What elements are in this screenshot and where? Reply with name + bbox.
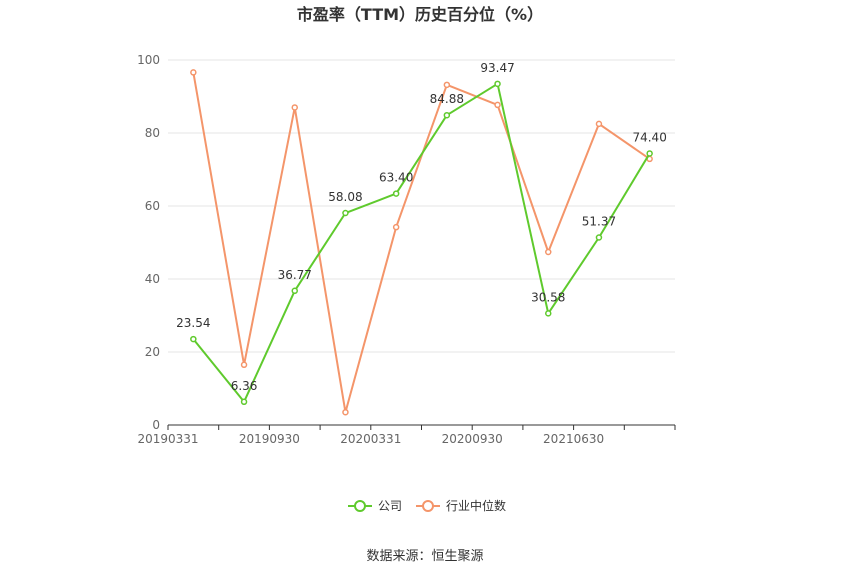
x-tick-label: 20210630 xyxy=(543,432,604,446)
data-label: 23.54 xyxy=(176,316,210,330)
x-tick-label: 20200930 xyxy=(442,432,503,446)
data-point xyxy=(545,310,552,317)
data-point xyxy=(190,335,197,343)
data-point xyxy=(646,150,653,157)
data-point xyxy=(595,234,603,241)
x-tick-label: 20200331 xyxy=(340,432,401,446)
data-point xyxy=(291,104,298,111)
data-point xyxy=(443,81,451,89)
grid xyxy=(168,59,675,353)
y-tick-label: 0 xyxy=(152,418,160,432)
x-tick-label: 20190930 xyxy=(239,432,300,446)
series-line-company xyxy=(192,82,651,403)
y-tick-label: 100 xyxy=(137,53,160,67)
legend-swatch-marker xyxy=(422,500,434,512)
data-point xyxy=(291,287,298,295)
y-tick-label: 20 xyxy=(145,345,160,359)
series xyxy=(190,69,653,416)
axes: 0 20 40 60 80 100 20190331 20190930 20200331 2020… xyxy=(137,53,676,446)
data-labels: 23.54 6.36 36.77 58.08 63.40 84.88 93.47 30.58 5… xyxy=(176,61,667,393)
legend-label: 行业中位数 xyxy=(446,498,506,513)
data-point xyxy=(545,248,552,256)
data-label: 58.08 xyxy=(328,190,362,204)
legend: 公司 行业中位数 xyxy=(348,498,506,513)
data-point xyxy=(392,190,400,197)
data-label: 30.58 xyxy=(531,290,565,304)
legend-label: 公司 xyxy=(378,499,402,513)
data-point xyxy=(443,111,451,119)
y-tick-label: 40 xyxy=(145,272,160,286)
data-point xyxy=(494,80,501,88)
data-point xyxy=(392,223,400,231)
data-label: 84.88 xyxy=(430,92,464,106)
source-note: 数据来源：恒生聚源 xyxy=(366,549,483,564)
y-tick-label: 80 xyxy=(145,126,160,140)
data-point xyxy=(240,361,248,369)
legend-swatch-marker xyxy=(354,500,366,512)
data-point xyxy=(342,408,349,416)
y-tick-label: 60 xyxy=(145,199,160,213)
data-label: 63.40 xyxy=(379,171,413,185)
chart-title: 市盈率（TTM）历史百分位（%） xyxy=(297,5,543,24)
data-label: 51.37 xyxy=(582,214,616,228)
data-label: 74.40 xyxy=(632,130,666,144)
x-tick-label: 20190331 xyxy=(137,432,198,446)
data-point xyxy=(190,69,197,76)
data-point xyxy=(342,209,349,217)
data-point xyxy=(595,120,603,128)
data-label: 6.36 xyxy=(231,379,258,393)
data-point xyxy=(494,101,501,109)
data-label: 36.77 xyxy=(278,268,312,282)
data-point xyxy=(240,398,248,406)
data-label: 93.47 xyxy=(480,61,514,75)
